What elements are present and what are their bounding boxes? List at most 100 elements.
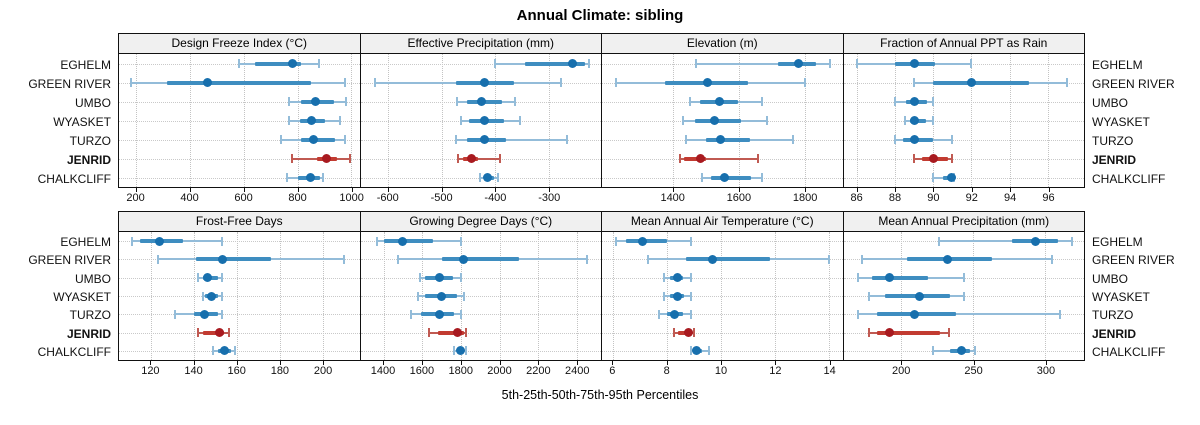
whisker-cap-5th [453,346,456,356]
axis-tick-label: 6 [609,364,616,377]
site-label-umbo: UMBO [1092,95,1128,110]
panel-header-fraction-of-annual-ppt-as-rain: Fraction of Annual PPT as Rain [843,34,1084,54]
median-dot [306,173,316,182]
whisker-cap-5th [197,273,200,283]
axis-tick [495,188,497,192]
whisker-cap-95th [690,273,693,283]
axis-row-1: 200 400 600 800 1000 -600 -500 -400 -300 1400 1600… [0,188,1200,205]
median-dot [437,291,447,301]
axis-tick-label: 250 [964,364,983,377]
label-col-header-spacer [1085,211,1200,233]
whisker-cap-95th [1071,236,1074,246]
axis-tick [351,188,353,192]
median-dot [480,116,490,125]
axis-tick [383,361,385,365]
row-gridline [360,296,601,297]
axis-tick-label: 2000 [487,364,512,377]
whisker-cap-5th [459,116,462,125]
whisker-cap-5th [937,236,940,246]
median-dot [638,236,648,246]
median-dot [710,116,720,125]
axis-tick [1010,188,1012,192]
axis-tick-label: 120 [141,364,160,377]
whisker-cap-5th [201,291,204,301]
median-dot [459,254,469,264]
iqr-bar-25th-75th [933,80,1029,85]
whisker-cap-95th [338,116,341,125]
axis-tick [323,361,325,365]
axis-tick-label: -600 [376,191,399,204]
median-dot [716,135,726,144]
site-label-jenrid: JENRID [66,152,111,167]
row-gridline [119,332,360,334]
row-gridline [360,277,601,279]
row-gridline [602,241,843,243]
whisker-cap-95th [827,254,830,264]
whisker-cap-5th [279,135,282,144]
site-label-umbo: UMBO [75,95,111,110]
axis-tick [738,188,740,192]
whisker-cap-95th [233,346,236,356]
whisker-cap-95th [221,236,224,246]
whisker-cap-5th [173,309,176,319]
median-dot [909,116,919,125]
axis-tick [189,188,191,192]
axis-tick [612,361,614,365]
median-dot [966,78,976,87]
whisker-cap-95th [566,135,569,144]
axis-tick-label: -300 [538,191,561,204]
panel-header-design-freeze-index-c: Design Freeze Index (°C) [119,34,360,54]
whisker-cap-95th [464,346,467,356]
axis-mean-annual-precipitation-mm: 200 250 300 [843,361,1085,378]
axis-tick-label: 2400 [564,364,590,377]
panel-fraction-of-annual-ppt-as-rain: Fraction of Annual PPT as Rain [843,34,1084,187]
axis-tick [829,361,831,365]
whisker-cap-95th [951,154,954,163]
whisker-cap-95th [947,328,950,338]
whisker-cap-95th [227,328,230,338]
iqr-bar-25th-75th [441,257,519,262]
iqr-bar-25th-75th [383,239,433,244]
whisker-cap-95th [707,346,710,356]
label-col-header-spacer [0,33,118,55]
panel-mean-annual-air-temperature-c: Mean Annual Air Temperature (°C) [602,212,844,360]
panel-plot-effective-precipitation-mm [360,54,601,187]
axis-tick [387,188,389,192]
median-dot [946,173,956,182]
row-gridline [119,241,360,243]
whisker-cap-95th [221,291,224,301]
median-dot [909,135,919,144]
whisker-cap-95th [497,173,500,182]
whisker-cap-5th [913,154,916,163]
median-dot [219,346,229,356]
whisker-cap-95th [221,273,224,283]
whisker-cap-95th [951,135,954,144]
site-label-chalkcliff: CHALKCLIFF [37,344,111,359]
row-gridline [119,277,360,279]
axis-tick [775,361,777,365]
panel-strip-2: Frost-Free Days Growing Degree Days (°C) M… [118,211,1085,361]
whisker-cap-95th [828,59,831,68]
median-dot [670,309,680,319]
whisker-5th-95th [857,313,1060,316]
whisker-cap-95th [344,97,347,106]
row-gridline [360,332,601,334]
row-gridline [119,101,360,103]
whisker-cap-5th [856,273,859,283]
median-dot [715,97,725,106]
panel-strip-1: Design Freeze Index (°C) Effective Precip… [118,33,1085,188]
row-gridline [602,350,843,352]
median-dot [794,59,804,68]
axis-fraction-of-annual-ppt-as-rain: 86 88 90 92 94 96 [843,188,1085,205]
whisker-cap-95th [318,59,321,68]
whisker-cap-5th [287,116,290,125]
whisker-cap-95th [560,78,563,87]
median-dot [720,173,730,182]
axis-tick-label: 94 [1004,191,1017,204]
panel-plot-elevation-m [602,54,843,187]
axis-tick [193,361,195,365]
median-dot [915,291,925,301]
whisker-cap-5th [428,328,431,338]
whisker-cap-95th [692,328,695,338]
whisker-cap-95th [760,97,763,106]
